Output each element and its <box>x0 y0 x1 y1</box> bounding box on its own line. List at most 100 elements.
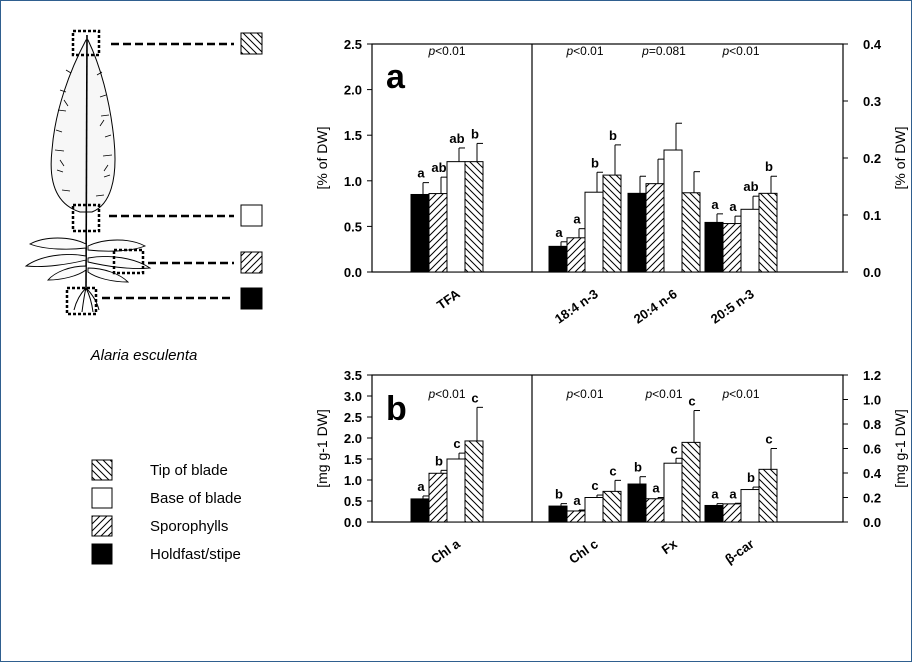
significance-letter: a <box>417 479 425 494</box>
bar <box>645 183 665 273</box>
species-name: Alaria esculenta <box>90 347 198 364</box>
p-value: p<0.01 <box>427 387 465 401</box>
significance-letter: ab <box>431 160 446 175</box>
significance-letter: a <box>729 199 737 214</box>
swatch-holdfast <box>240 287 263 310</box>
category-label: Fx <box>659 536 681 557</box>
significance-letter: b <box>765 159 773 174</box>
right-tick-label: 0.4 <box>863 37 882 52</box>
bar <box>602 490 622 523</box>
left-tick-label: 1.5 <box>344 452 362 467</box>
bar <box>410 498 430 523</box>
right-tick-label: 0.2 <box>863 491 881 506</box>
region-box-holdfast <box>65 286 98 316</box>
p-value: p<0.01 <box>427 44 465 58</box>
bar <box>663 149 683 273</box>
legend-swatch <box>91 487 113 509</box>
bar <box>446 161 466 273</box>
significance-letter: a <box>652 481 660 496</box>
bar <box>446 458 466 523</box>
p-value: p<0.01 <box>721 44 759 58</box>
p-value: p<0.01 <box>565 44 603 58</box>
significance-letter: a <box>711 197 719 212</box>
p-value: p<0.01 <box>721 387 759 401</box>
bar <box>428 193 448 273</box>
bar <box>464 440 484 523</box>
kelp-sporophyll-right-2 <box>87 256 152 269</box>
significance-letter: c <box>453 436 460 451</box>
category-label: 20:4 n-6 <box>631 286 680 326</box>
category-label: 20:5 n-3 <box>708 286 757 326</box>
bar <box>740 208 760 273</box>
bar <box>584 497 604 523</box>
right-tick-label: 0.2 <box>863 151 881 166</box>
bar <box>410 193 430 273</box>
bar <box>722 223 742 273</box>
bar <box>428 472 448 523</box>
left-tick-label: 3.5 <box>344 368 362 383</box>
left-axis-label: [mg g-1 DW] <box>314 409 330 488</box>
significance-letter: a <box>555 225 563 240</box>
left-tick-label: 0.0 <box>344 265 362 280</box>
bar <box>584 191 604 273</box>
right-axis-label: [% of DW] <box>892 126 908 189</box>
bar <box>627 483 647 523</box>
swatch-sporophyll <box>240 251 263 274</box>
left-tick-label: 0.5 <box>344 494 362 509</box>
right-axis-label: [mg g-1 DW] <box>892 409 908 488</box>
significance-letter: a <box>711 487 719 502</box>
category-label: Chl a <box>428 536 463 567</box>
p-value: p<0.01 <box>644 387 682 401</box>
significance-letter: c <box>765 432 772 447</box>
bar <box>548 505 568 523</box>
legend-swatch <box>91 515 113 537</box>
panel-a: 0.0 0.5 1.0 1.5 2.0 2.5 0.0 0.1 0.2 0.3 0.4 [% of D… <box>314 37 908 327</box>
category-label: 18:4 n-3 <box>552 286 601 326</box>
category-label: TFA <box>434 286 463 313</box>
right-tick-label: 0.3 <box>863 94 881 109</box>
region-swatches <box>240 32 263 310</box>
legend-label: Sporophylls <box>150 518 228 535</box>
significance-letter: ab <box>449 131 464 146</box>
bar <box>464 161 484 273</box>
legend-label: Tip of blade <box>150 462 228 479</box>
significance-letter: c <box>609 463 616 478</box>
kelp-blade-texture <box>54 69 113 197</box>
kelp-sporophyll-right-3 <box>87 267 130 283</box>
left-tick-label: 2.0 <box>344 431 362 446</box>
right-tick-label: 0.1 <box>863 208 881 223</box>
bar <box>704 504 724 523</box>
bar <box>663 462 683 523</box>
legend-label: Base of blade <box>150 490 242 507</box>
bar <box>548 245 568 273</box>
bar <box>722 503 742 523</box>
left-tick-label: 1.0 <box>344 473 362 488</box>
left-axis-label: [% of DW] <box>314 126 330 189</box>
category-label: β-car <box>722 536 757 567</box>
bar <box>566 510 586 523</box>
kelp-blade <box>50 39 116 213</box>
right-tick-label: 0.6 <box>863 442 881 457</box>
significance-letter: a <box>729 486 737 501</box>
swatch-base <box>240 204 263 227</box>
right-tick-label: 1.2 <box>863 368 881 383</box>
p-value: p<0.01 <box>565 387 603 401</box>
bar <box>681 441 701 523</box>
bar <box>645 498 665 523</box>
bar <box>602 174 622 273</box>
left-tick-label: 2.5 <box>344 37 362 52</box>
significance-letter: b <box>747 470 755 485</box>
region-box-tip <box>71 29 101 57</box>
significance-letter: b <box>634 460 642 475</box>
right-tick-label: 1.0 <box>863 393 881 408</box>
swatch-tip <box>240 32 263 55</box>
kelp-sporophyll-right <box>87 239 147 252</box>
significance-letter: a <box>417 166 425 181</box>
significance-letter: a <box>573 212 581 227</box>
right-tick-label: 0.8 <box>863 417 881 432</box>
bar <box>566 237 586 273</box>
bar <box>627 192 647 273</box>
bar <box>681 192 701 273</box>
category-label: Chl c <box>566 536 601 567</box>
